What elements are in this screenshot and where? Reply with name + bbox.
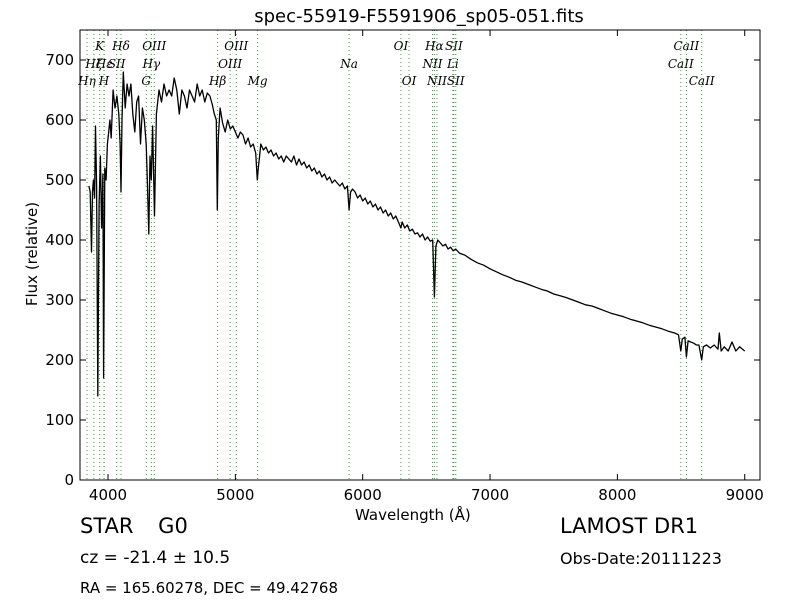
line-marker-label: CaII [668, 57, 694, 71]
line-marker-label: CaII [673, 39, 699, 53]
x-tick-label: 9000 [726, 486, 764, 504]
y-tick-label: 400 [45, 231, 74, 249]
line-marker-label: Hα [424, 39, 444, 53]
y-tick-label: 200 [45, 351, 74, 369]
x-axis-label: Wavelength (Å) [355, 506, 471, 524]
line-marker-label: OIII [224, 39, 248, 53]
y-tick-label: 700 [45, 51, 74, 69]
line-marker-label: OIII [142, 39, 166, 53]
axes-frame [79, 29, 761, 481]
line-marker-label: Li [446, 57, 459, 71]
line-marker-label: Hη [77, 74, 96, 88]
line-marker-label: SII [445, 39, 463, 53]
line-marker-label: Hδ [111, 39, 130, 53]
line-marker-label: SII [108, 57, 126, 71]
y-tick-label: 300 [45, 291, 74, 309]
line-marker-label: Hε [95, 57, 113, 71]
redshift-label: cz = -21.4 ± 10.5 [80, 548, 231, 568]
spectrum-line [88, 71, 746, 397]
y-tick-label: 0 [64, 471, 74, 489]
y-tick-label: 600 [45, 111, 74, 129]
x-tick-label: 7000 [471, 486, 509, 504]
line-marker-label: G [141, 74, 151, 88]
line-marker-label: Na [339, 57, 358, 71]
object-subclass: G0 [158, 514, 188, 538]
line-marker-label: NII [421, 57, 442, 71]
x-tick-label: 6000 [344, 486, 382, 504]
line-marker-label: Hζ [84, 57, 103, 71]
line-marker-label: CaII [689, 74, 715, 88]
line-marker-label: Hγ [141, 57, 160, 71]
y-tick-label: 500 [45, 171, 74, 189]
object-class-label: STAR G0 [80, 514, 188, 538]
chart-title: spec-55919-F5591906_sp05-051.fits [254, 6, 584, 27]
line-marker-label: SII [447, 74, 465, 88]
y-tick-label: 100 [45, 411, 74, 429]
obs-date-label: Obs-Date:20111223 [560, 549, 722, 568]
x-tick-label: 5000 [216, 486, 254, 504]
y-axis-label: Flux (relative) [23, 201, 41, 307]
object-class: STAR [80, 514, 134, 538]
coordinates-label: RA = 165.60278, DEC = 49.42768 [80, 579, 339, 597]
line-marker-label: K [94, 39, 105, 53]
line-marker-label: OI [394, 39, 409, 53]
line-marker-label: OIII [218, 57, 242, 71]
line-marker-label: OI [402, 74, 417, 88]
x-tick-label: 8000 [598, 486, 636, 504]
survey-label: LAMOST DR1 [560, 514, 699, 538]
line-marker-label: Mg [247, 74, 268, 88]
line-marker-label: H [98, 74, 110, 88]
line-marker-label: NII [426, 74, 447, 88]
line-marker-label: Hβ [208, 74, 226, 88]
x-tick-label: 4000 [89, 486, 127, 504]
